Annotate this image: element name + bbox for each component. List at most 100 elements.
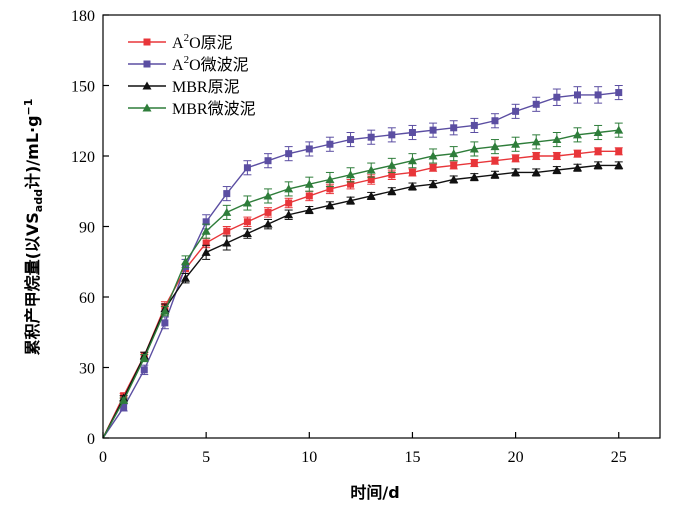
legend-label: MBR微波泥 (172, 100, 256, 118)
y-axis-title-main: 累积产甲烷量(以VS (23, 212, 42, 355)
y-tick-label: 150 (71, 79, 95, 96)
data-point (511, 167, 521, 176)
legend-marker (142, 81, 152, 90)
legend-marker (143, 60, 151, 68)
data-point (120, 403, 128, 411)
series-line (102, 129, 619, 439)
data-point (532, 100, 540, 108)
y-tick-label: 180 (71, 8, 95, 25)
data-point (428, 179, 438, 188)
data-point (347, 180, 355, 188)
legend-label: A2O微波泥 (172, 54, 249, 74)
y-axis-title-sup: −1 (22, 99, 35, 116)
data-point (223, 227, 231, 235)
legend-marker (142, 103, 152, 112)
data-point (593, 128, 603, 136)
x-axis-title: 时间/d (350, 483, 399, 502)
y-axis-title-sub: add (32, 189, 45, 212)
series-4 (102, 122, 624, 439)
data-point (491, 157, 499, 165)
data-point (615, 147, 623, 155)
data-point (181, 273, 191, 282)
y-axis-title: 累积产甲烷量(以VSadd计)/mL·g−1 (22, 99, 45, 356)
data-point (284, 184, 294, 193)
data-point (593, 160, 603, 169)
data-point (366, 165, 376, 174)
legend-label: MBR原泥 (172, 78, 240, 96)
data-point (367, 133, 375, 141)
data-point (553, 152, 561, 160)
legend-entry-4: MBR微波泥 (128, 100, 256, 118)
data-point (201, 226, 211, 235)
data-point (346, 170, 356, 179)
x-tick-label: 10 (301, 449, 317, 466)
data-point (325, 200, 335, 209)
data-point (511, 139, 521, 148)
y-tick-label: 120 (71, 149, 95, 166)
data-point (243, 164, 251, 172)
legend-label: A2O原泥 (172, 32, 233, 52)
y-axis-title-tail: 计)/mL·g (23, 115, 42, 189)
series-1 (102, 147, 623, 439)
data-point (285, 199, 293, 207)
data-point (263, 219, 273, 228)
x-tick-label: 20 (508, 449, 524, 466)
data-point (139, 353, 149, 362)
data-point (532, 152, 540, 160)
data-point (512, 107, 520, 115)
data-point (160, 306, 170, 315)
data-point (285, 150, 293, 158)
data-point (264, 208, 272, 216)
data-point (325, 175, 335, 183)
data-point (346, 196, 356, 205)
legend-entry-2: A2O微波泥 (128, 54, 249, 74)
x-tick-label: 15 (404, 449, 420, 466)
y-tick-label: 60 (79, 290, 95, 307)
series-2 (102, 85, 623, 439)
data-point (450, 124, 458, 132)
data-point (388, 171, 396, 179)
data-point (491, 117, 499, 125)
data-point (469, 172, 479, 181)
plot-area (102, 85, 624, 439)
data-point (429, 126, 437, 134)
data-point (407, 156, 417, 165)
data-point (531, 137, 541, 146)
data-point (552, 135, 562, 144)
series-line (102, 164, 619, 439)
data-point (347, 136, 355, 144)
data-point (594, 91, 602, 99)
data-point (326, 185, 334, 193)
data-point (450, 161, 458, 169)
data-point (284, 210, 294, 219)
data-point (490, 170, 500, 179)
data-point (366, 191, 376, 200)
data-point (407, 182, 417, 191)
data-point (408, 168, 416, 176)
axes: 0 5 10 15 20 25 0 30 60 90 120 150 180 (71, 8, 661, 466)
data-point (552, 165, 562, 174)
legend-marker (143, 38, 151, 46)
data-point (263, 191, 273, 200)
data-point (490, 142, 500, 151)
data-point (449, 175, 459, 183)
data-point (222, 207, 232, 216)
data-point (428, 151, 438, 160)
data-point (222, 238, 232, 247)
y-tick-label: 90 (79, 220, 95, 237)
y-tick-label: 30 (79, 361, 95, 378)
data-point (470, 121, 478, 129)
data-point (119, 395, 129, 404)
data-point (161, 319, 169, 327)
data-point (264, 157, 272, 165)
data-point (553, 93, 561, 101)
data-point (614, 125, 624, 134)
series-line (102, 150, 619, 439)
data-point (615, 89, 623, 97)
data-point (429, 164, 437, 172)
data-point (512, 154, 520, 162)
data-point (387, 186, 397, 195)
x-tick-label: 0 (99, 449, 107, 466)
data-point (326, 140, 334, 148)
